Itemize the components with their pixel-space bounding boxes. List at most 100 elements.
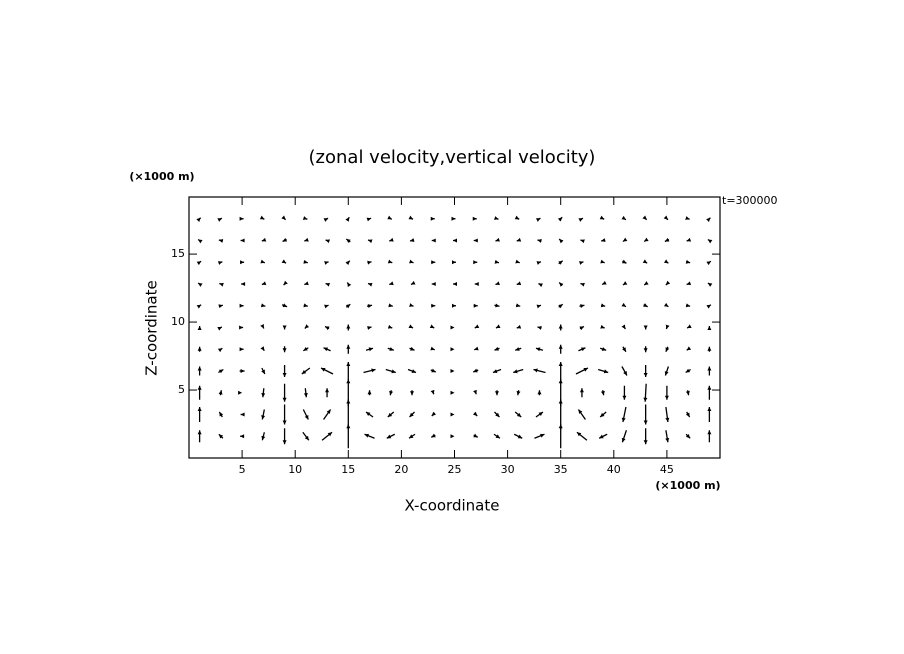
arrow-head bbox=[239, 303, 244, 308]
arrow-head bbox=[644, 281, 649, 285]
arrow-head bbox=[261, 435, 266, 441]
velocity-arrow bbox=[450, 390, 455, 395]
velocity-arrow bbox=[197, 346, 202, 352]
velocity-arrow bbox=[707, 238, 713, 244]
arrow-head bbox=[665, 437, 670, 443]
velocity-arrow bbox=[643, 237, 649, 243]
arrow-head bbox=[515, 259, 520, 264]
velocity-arrow bbox=[537, 239, 542, 243]
velocity-arrow bbox=[260, 324, 265, 329]
arrow-head bbox=[431, 303, 436, 308]
arrow-head bbox=[367, 390, 372, 395]
arrow-head bbox=[665, 347, 670, 352]
arrow-head bbox=[685, 216, 690, 220]
velocity-arrow bbox=[217, 261, 223, 265]
velocity-arrow bbox=[408, 215, 414, 220]
velocity-arrow bbox=[409, 303, 414, 307]
x-tick-label: 10 bbox=[288, 463, 302, 476]
arrow-head bbox=[472, 216, 477, 221]
arrow-head bbox=[583, 368, 588, 372]
arrow-head bbox=[621, 215, 626, 220]
arrow-head bbox=[576, 432, 582, 437]
velocity-arrow bbox=[706, 217, 711, 222]
velocity-arrow bbox=[303, 388, 308, 398]
velocity-arrow bbox=[261, 432, 266, 441]
velocity-arrow bbox=[558, 303, 564, 309]
velocity-arrow bbox=[452, 303, 456, 308]
velocity-arrow bbox=[621, 366, 628, 376]
arrow-head bbox=[261, 369, 265, 374]
arrow-head bbox=[472, 411, 478, 416]
velocity-arrow bbox=[260, 259, 266, 264]
velocity-arrow bbox=[323, 217, 329, 222]
arrow-head bbox=[495, 434, 500, 439]
arrow-head bbox=[665, 280, 671, 285]
velocity-arrow bbox=[303, 303, 308, 308]
velocity-arrow bbox=[346, 282, 352, 287]
velocity-arrow bbox=[494, 346, 500, 351]
velocity-arrow bbox=[474, 324, 480, 329]
arrow-head bbox=[323, 218, 329, 222]
velocity-arrow bbox=[558, 324, 563, 331]
velocity-arrow bbox=[387, 215, 393, 220]
arrow-head bbox=[217, 218, 222, 222]
arrow-head bbox=[261, 415, 266, 420]
arrow-head bbox=[516, 281, 522, 286]
arrow-head bbox=[325, 326, 330, 331]
arrow-head bbox=[600, 303, 606, 308]
arrow-head bbox=[364, 433, 369, 438]
arrow-head bbox=[301, 370, 307, 374]
velocity-arrow bbox=[325, 282, 330, 287]
arrow-head bbox=[535, 218, 541, 222]
velocity-arrow bbox=[575, 367, 589, 375]
arrow-head bbox=[450, 412, 455, 417]
velocity-arrow bbox=[385, 368, 396, 374]
velocity-arrow bbox=[599, 411, 607, 418]
arrow-head bbox=[516, 237, 522, 242]
velocity-arrow bbox=[302, 409, 309, 420]
velocity-arrow bbox=[515, 259, 520, 264]
arrow-head bbox=[494, 346, 499, 351]
velocity-arrow bbox=[473, 260, 478, 265]
arrow-head bbox=[197, 346, 202, 351]
arrow-head bbox=[430, 216, 435, 221]
velocity-arrow bbox=[282, 365, 287, 377]
velocity-arrow bbox=[366, 304, 373, 308]
velocity-arrow bbox=[282, 383, 287, 402]
arrow-head bbox=[473, 303, 478, 308]
arrow-head bbox=[410, 391, 415, 396]
arrow-head bbox=[303, 393, 308, 398]
velocity-arrow bbox=[706, 260, 712, 266]
arrow-head bbox=[578, 218, 583, 222]
arrow-head bbox=[685, 303, 691, 308]
arrow-head bbox=[450, 347, 455, 352]
velocity-arrow bbox=[240, 260, 245, 265]
arrow-head bbox=[431, 368, 436, 373]
arrow-head bbox=[371, 368, 376, 373]
arrow-head bbox=[387, 324, 393, 329]
velocity-arrow bbox=[473, 238, 478, 243]
arrow-head bbox=[389, 390, 394, 396]
velocity-arrow bbox=[323, 347, 331, 352]
arrow-head bbox=[325, 388, 330, 393]
arrow-head bbox=[622, 347, 626, 352]
arrow-head bbox=[325, 239, 330, 244]
arrow-head bbox=[346, 344, 351, 349]
arrow-head bbox=[218, 434, 224, 439]
arrow-head bbox=[217, 261, 223, 265]
velocity-arrow bbox=[218, 239, 224, 243]
arrow-head bbox=[240, 238, 245, 243]
arrow-head bbox=[218, 390, 223, 395]
arrow-head bbox=[516, 412, 522, 417]
y-unit: (×1000 m) bbox=[129, 170, 194, 183]
arrow-head bbox=[621, 259, 627, 264]
velocity-arrow bbox=[389, 281, 394, 286]
velocity-arrow bbox=[534, 433, 545, 439]
velocity-arrow bbox=[217, 217, 223, 222]
velocity-arrow bbox=[431, 238, 436, 243]
velocity-arrow bbox=[453, 282, 457, 286]
velocity-arrow bbox=[494, 390, 499, 396]
arrow-head bbox=[197, 407, 202, 411]
velocity-arrow bbox=[452, 260, 456, 265]
arrow-head bbox=[240, 434, 245, 439]
